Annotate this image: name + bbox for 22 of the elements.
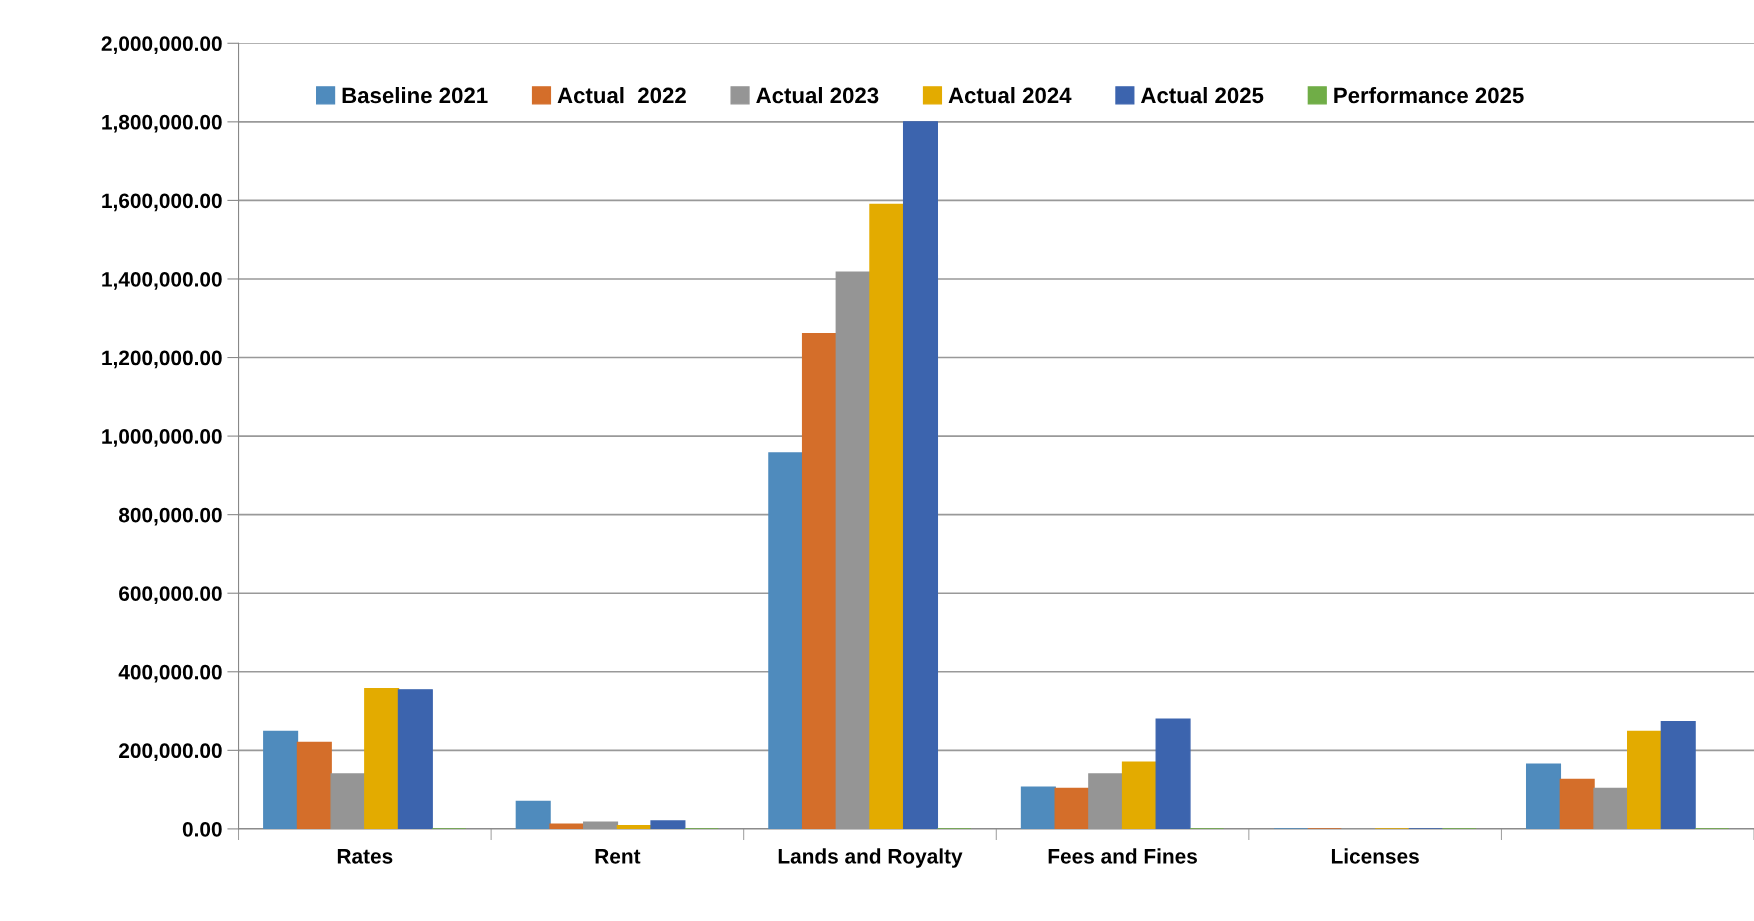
y-tick-label: 600,000.00 bbox=[119, 586, 222, 604]
legend-label: Actual 2025 bbox=[1140, 86, 1264, 104]
y-tick-label: 2,000,000.00 bbox=[101, 36, 222, 55]
y-tick-label: 200,000.00 bbox=[119, 743, 222, 762]
legend-label: Actual 2023 bbox=[756, 86, 879, 104]
x-tick-label: Licenses bbox=[1331, 848, 1419, 864]
y-tick-label: 800,000.00 bbox=[118, 507, 222, 526]
y-tick-label: 1,600,000.00 bbox=[102, 193, 222, 212]
x-tick-label: Rates bbox=[337, 849, 393, 864]
y-tick-label: 1,000,000.00 bbox=[102, 429, 222, 447]
x-tick-label: Rent bbox=[595, 849, 641, 864]
y-tick-label: 1,200,000.00 bbox=[102, 350, 222, 369]
x-tick-label: Lands and Royalty bbox=[778, 848, 963, 868]
y-tick-label: 400,000.00 bbox=[118, 664, 222, 683]
legend-label: Actual 2022 bbox=[557, 86, 686, 104]
legend-label: Actual 2024 bbox=[948, 86, 1072, 104]
y-tick-label: 1,800,000.00 bbox=[102, 114, 222, 133]
legend-label: Baseline 2021 bbox=[342, 86, 488, 104]
x-tick-label: Fees and Fines bbox=[1048, 848, 1197, 864]
legend-label: Performance 2025 bbox=[1334, 86, 1524, 104]
y-tick-label: 0.00 bbox=[182, 821, 222, 837]
y-tick-label: 1,400,000.00 bbox=[102, 271, 222, 290]
